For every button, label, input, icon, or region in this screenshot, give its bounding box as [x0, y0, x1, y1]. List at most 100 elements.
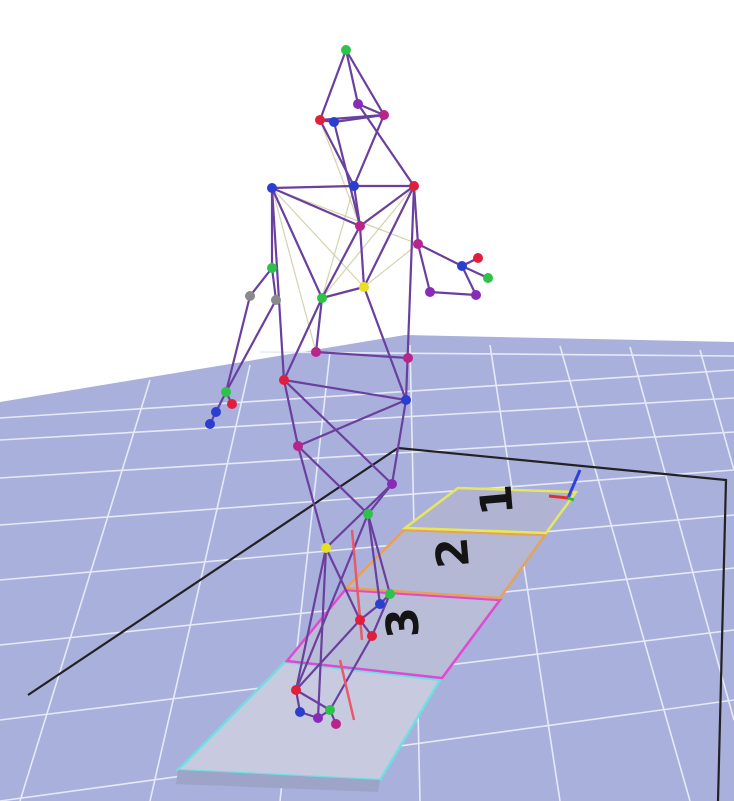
bone-pl-pr [283, 378, 407, 402]
bone-sh-an3 [325, 547, 361, 621]
bone-er-wr [417, 243, 463, 267]
joint-hr [379, 110, 389, 120]
marker-link [363, 243, 419, 288]
bone-sl-pl [270, 187, 286, 381]
tile-label-2: 2 [426, 535, 479, 570]
bone-h4-h3 [429, 290, 477, 297]
bone-pm-pm2 [315, 350, 409, 360]
joint-f3 [325, 705, 335, 715]
grid-line-h [0, 469, 734, 526]
capture-area-boundary [27, 446, 728, 801]
bone-pl-kl [282, 379, 300, 447]
bone-sr-pr [404, 185, 416, 401]
joint-kr [387, 479, 397, 489]
bone-km-an1 [366, 513, 392, 595]
bone-sp-sp2 [321, 285, 365, 300]
axis-gizmo [548, 469, 582, 502]
bone-nk-ch [352, 185, 362, 227]
marker-link [319, 119, 361, 227]
bone-km-fl [294, 513, 370, 691]
marker-link [271, 187, 365, 288]
joint-pm2 [403, 353, 413, 363]
bone-head-hr [345, 49, 385, 116]
joint-an1 [385, 589, 395, 599]
joint-wr [457, 261, 467, 271]
bone-kr-sh [325, 483, 393, 549]
joint-sr [409, 181, 419, 191]
joint-pl [279, 375, 289, 385]
joint-er [413, 239, 423, 249]
marker-link [321, 185, 355, 299]
joint-f1 [295, 707, 305, 717]
grid-line-v [629, 346, 734, 721]
joint-ep2 [271, 295, 281, 305]
grid-line-v [699, 349, 734, 471]
bone-an4-f3 [329, 635, 373, 711]
bone-pr-kr [390, 399, 408, 485]
bone-hc-sr [357, 103, 415, 187]
bone-wr-h3 [461, 265, 477, 296]
bone-fl-f3 [295, 689, 331, 711]
joint-h2 [483, 273, 493, 283]
bone-pr-kl [297, 398, 407, 448]
bone-ep2-lh [225, 299, 277, 393]
bone-ch-sp2 [358, 225, 366, 288]
joint-lh3 [205, 419, 215, 429]
skeleton-model [205, 45, 493, 729]
foot-accent [338, 659, 356, 721]
grid-line-v [19, 379, 151, 801]
bone-an4-an1 [370, 593, 392, 637]
joint-sp2 [359, 282, 369, 292]
bone-sh-fl [294, 547, 328, 691]
bone-kl-km [297, 445, 369, 515]
marker-link [321, 185, 415, 299]
bone-sp2-pr [362, 286, 408, 401]
bone-kl-sh [296, 445, 328, 549]
joint-head [341, 45, 351, 55]
joint-hl [315, 115, 325, 125]
grid-line-h [0, 397, 734, 441]
grid-line-v [489, 344, 561, 801]
joint-an2 [375, 599, 385, 609]
bone-hr-nk [352, 114, 386, 187]
bone-pl-kr [283, 379, 393, 485]
joint-an3 [355, 615, 365, 625]
joint-el [267, 263, 277, 273]
bone-el-ep2 [270, 267, 278, 301]
joint-pm [311, 347, 321, 357]
joint-lh4 [227, 399, 237, 409]
bone-sp-pm [314, 297, 324, 353]
bone-hb-ch [332, 121, 362, 227]
joint-h3 [471, 290, 481, 300]
joint-sl [267, 183, 277, 193]
bone-sl-ch [271, 186, 361, 228]
bone-sr-ch [359, 185, 415, 227]
tile-4-side [176, 770, 380, 792]
joint-f4 [331, 719, 341, 729]
joint-lh [221, 387, 231, 397]
tile-label-1: 1 [470, 482, 523, 517]
bone-er-h4 [416, 243, 432, 293]
joint-ep [245, 291, 255, 301]
joint-ch [355, 221, 365, 231]
joint-kl [293, 441, 303, 451]
joint-hc [353, 99, 363, 109]
bone-sr-sp2 [363, 185, 415, 288]
bone-sh-f2 [316, 547, 328, 719]
grid-line-v [149, 364, 251, 801]
bone-head-hl [318, 49, 348, 121]
numbered-tiles: 1 2 3 [175, 482, 579, 792]
bone-ep-lh [224, 295, 252, 393]
bone-an3-fl [295, 619, 361, 691]
bone-km-an2 [366, 513, 382, 605]
joint-h4 [425, 287, 435, 297]
joint-h1 [473, 253, 483, 263]
bone-ch-sp [321, 225, 361, 299]
joint-km [363, 509, 373, 519]
bone-el-ep [249, 267, 273, 297]
bone-sp-pl [283, 297, 323, 381]
bone-sl-nk [271, 184, 355, 190]
joint-nk [349, 181, 359, 191]
joint-sh [321, 543, 331, 553]
